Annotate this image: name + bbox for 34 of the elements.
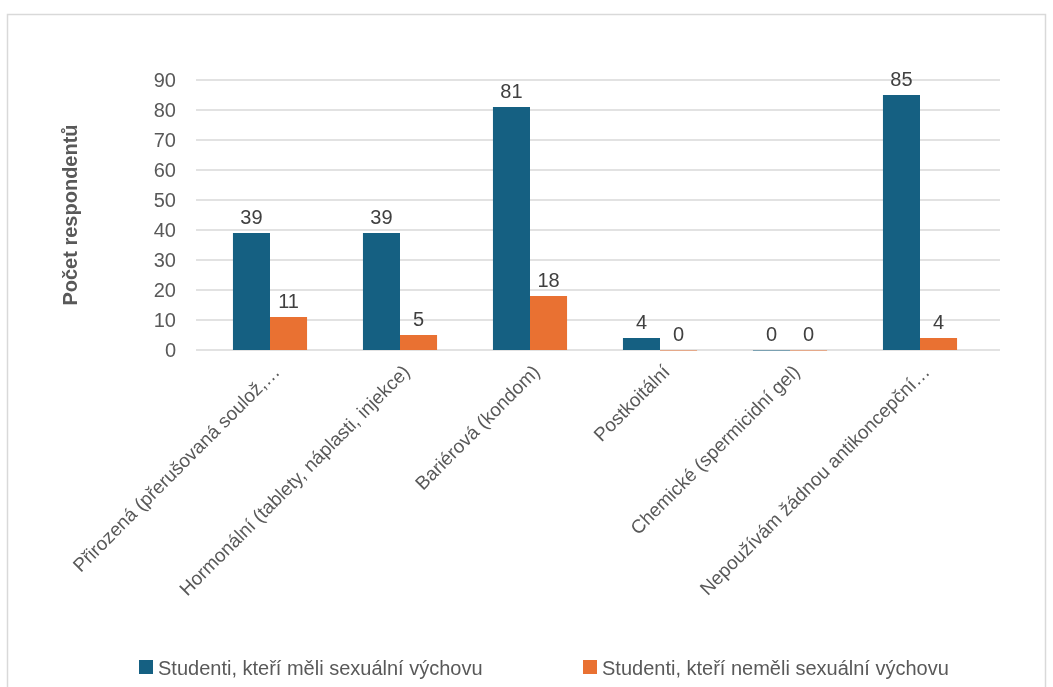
data-label: 39 bbox=[240, 206, 263, 228]
bar bbox=[622, 338, 660, 350]
bar bbox=[362, 233, 400, 350]
bar bbox=[270, 317, 308, 350]
y-axis-title: Počet respondentů bbox=[59, 124, 81, 306]
bar bbox=[530, 296, 568, 350]
data-label: 85 bbox=[890, 68, 913, 90]
data-label: 81 bbox=[500, 80, 523, 102]
y-tick-label: 60 bbox=[153, 159, 176, 181]
bar bbox=[920, 338, 958, 350]
data-label: 0 bbox=[802, 323, 815, 345]
data-label: 39 bbox=[370, 206, 393, 228]
bar bbox=[882, 95, 920, 350]
y-tick-label: 10 bbox=[153, 309, 176, 331]
y-tick-label: 40 bbox=[153, 219, 176, 241]
data-label: 0 bbox=[672, 323, 685, 345]
y-tick-label: 30 bbox=[153, 249, 176, 271]
data-label: 11 bbox=[278, 290, 299, 312]
bar bbox=[400, 335, 438, 350]
bar bbox=[232, 233, 270, 350]
y-tick-label: 0 bbox=[164, 339, 176, 361]
data-label: 4 bbox=[932, 311, 945, 333]
y-tick-label: 80 bbox=[153, 99, 176, 121]
y-tick-label: 90 bbox=[153, 69, 176, 91]
y-tick-label: 50 bbox=[153, 189, 176, 211]
data-label: 4 bbox=[635, 311, 648, 333]
y-tick-label: 70 bbox=[153, 129, 176, 151]
data-label: 18 bbox=[537, 269, 560, 291]
data-label: 0 bbox=[765, 323, 778, 345]
bar bbox=[492, 107, 530, 350]
legend-label: Studenti, kteří měli sexuální výchovu bbox=[158, 657, 483, 679]
data-label: 5 bbox=[412, 308, 425, 330]
y-tick-label: 20 bbox=[153, 279, 176, 301]
legend-label: Studenti, kteří neměli sexuální výchovu bbox=[602, 657, 949, 679]
